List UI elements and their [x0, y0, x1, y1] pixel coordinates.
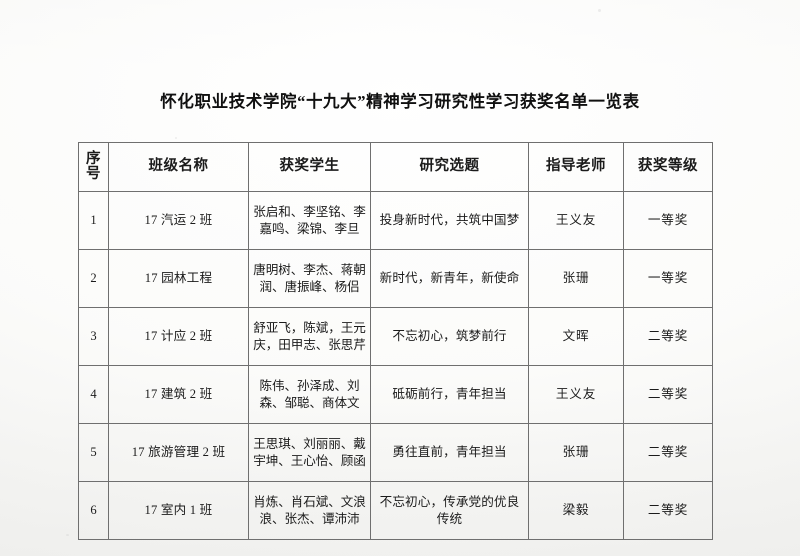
- cell-award: 一等奖: [623, 249, 713, 308]
- column-header-class-name: 班级名称: [108, 142, 249, 192]
- cell-teacher: 张珊: [528, 249, 624, 308]
- cell-students: 肖炼、肖石斌、文浪浪、张杰、谭沛沛: [248, 481, 371, 540]
- cell-index: 6: [78, 481, 109, 540]
- table-row: 2 17 园林工程 唐明树、李杰、蒋朝润、唐振峰、杨侣 新时代，新青年，新使命 …: [78, 249, 713, 308]
- cell-award: 二等奖: [623, 481, 713, 540]
- cell-teacher: 王义友: [528, 191, 624, 250]
- cell-class-name: 17 室内 1 班: [108, 481, 249, 540]
- cell-award: 二等奖: [623, 365, 713, 424]
- cell-index: 5: [78, 423, 109, 482]
- table-row: 5 17 旅游管理 2 班 王思琪、刘丽丽、戴宇坤、王心怡、顾函 勇往直前，青年…: [78, 423, 713, 482]
- cell-topic: 不忘初心，筑梦前行: [370, 307, 529, 366]
- table-row: 6 17 室内 1 班 肖炼、肖石斌、文浪浪、张杰、谭沛沛 不忘初心，传承党的优…: [78, 481, 713, 540]
- cell-teacher: 梁毅: [528, 481, 624, 540]
- column-header-students: 获奖学生: [248, 142, 371, 192]
- document-title: 怀化职业技术学院“十九大”精神学习研究性学习获奖名单一览表: [160, 92, 640, 111]
- cell-award: 二等奖: [623, 423, 713, 482]
- cell-students: 唐明树、李杰、蒋朝润、唐振峰、杨侣: [248, 249, 371, 308]
- cell-topic: 勇往直前，青年担当: [370, 423, 529, 482]
- cell-teacher: 张珊: [528, 423, 624, 482]
- cell-index: 2: [78, 249, 109, 308]
- table-body: 1 17 汽运 2 班 张启和、李坚铭、李嘉鸣、梁锦、李旦 投身新时代，共筑中国…: [78, 191, 713, 540]
- column-header-index-line1: 序: [86, 150, 101, 167]
- cell-students: 王思琪、刘丽丽、戴宇坤、王心怡、顾函: [248, 423, 371, 482]
- award-list-table-container: 序 号 班级名称 获奖学生 研究选题 指导老师 获奖等级 1 17 汽运 2 班…: [78, 142, 713, 540]
- table-header-row: 序 号 班级名称 获奖学生 研究选题 指导老师 获奖等级: [78, 142, 713, 192]
- cell-class-name: 17 汽运 2 班: [108, 191, 249, 250]
- cell-index: 1: [78, 191, 109, 250]
- column-header-award: 获奖等级: [623, 142, 713, 192]
- cell-students: 舒亚飞，陈斌，王元庆，田甲志、张思芹: [248, 307, 371, 366]
- cell-class-name: 17 计应 2 班: [108, 307, 249, 366]
- cell-topic: 不忘初心，传承党的优良传统: [370, 481, 529, 540]
- cell-topic: 新时代，新青年，新使命: [370, 249, 529, 308]
- column-header-topic: 研究选题: [370, 142, 529, 192]
- cell-class-name: 17 旅游管理 2 班: [108, 423, 249, 482]
- table-header: 序 号 班级名称 获奖学生 研究选题 指导老师 获奖等级: [78, 142, 713, 192]
- table-row: 1 17 汽运 2 班 张启和、李坚铭、李嘉鸣、梁锦、李旦 投身新时代，共筑中国…: [78, 191, 713, 250]
- cell-award: 二等奖: [623, 307, 713, 366]
- column-header-index: 序 号: [78, 142, 109, 192]
- column-header-index-line2: 号: [86, 166, 101, 182]
- cell-students: 陈伟、孙泽成、刘森、邹聪、商体文: [248, 365, 371, 424]
- table-row: 3 17 计应 2 班 舒亚飞，陈斌，王元庆，田甲志、张思芹 不忘初心，筑梦前行…: [78, 307, 713, 366]
- column-header-teacher: 指导老师: [528, 142, 624, 192]
- cell-index: 4: [78, 365, 109, 424]
- cell-teacher: 王义友: [528, 365, 624, 424]
- cell-topic: 投身新时代，共筑中国梦: [370, 191, 529, 250]
- cell-students: 张启和、李坚铭、李嘉鸣、梁锦、李旦: [248, 191, 371, 250]
- table-row: 4 17 建筑 2 班 陈伟、孙泽成、刘森、邹聪、商体文 砥砺前行，青年担当 王…: [78, 365, 713, 424]
- award-list-table: 序 号 班级名称 获奖学生 研究选题 指导老师 获奖等级 1 17 汽运 2 班…: [78, 142, 713, 540]
- cell-class-name: 17 建筑 2 班: [108, 365, 249, 424]
- cell-teacher: 文晖: [528, 307, 624, 366]
- cell-award: 一等奖: [623, 191, 713, 250]
- cell-topic: 砥砺前行，青年担当: [370, 365, 529, 424]
- cell-index: 3: [78, 307, 109, 366]
- cell-class-name: 17 园林工程: [108, 249, 249, 308]
